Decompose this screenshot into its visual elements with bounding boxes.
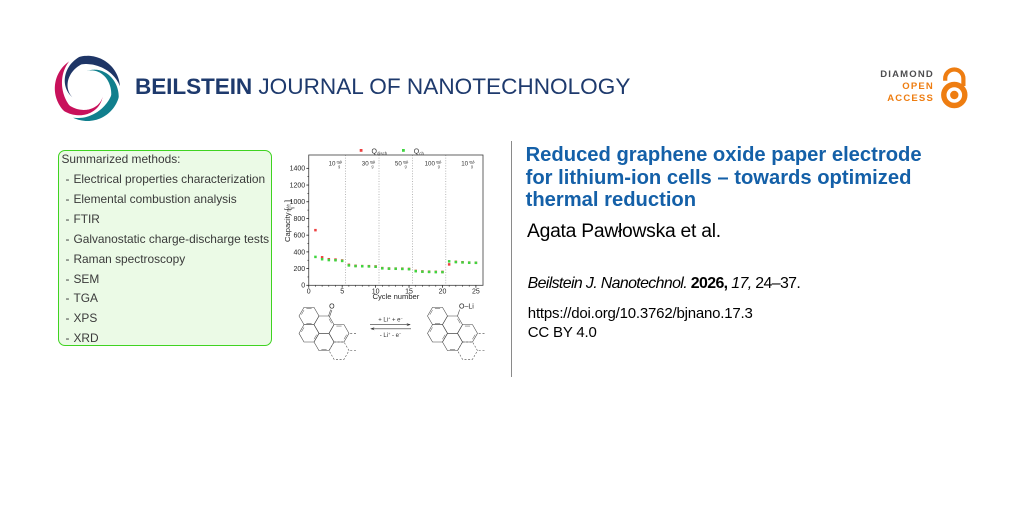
svg-text:600: 600 <box>293 233 305 240</box>
svg-text:10: 10 <box>372 289 380 296</box>
svg-text:Qch: Qch <box>414 148 425 155</box>
svg-text:mA: mA <box>370 160 376 164</box>
svg-text:1000: 1000 <box>290 199 306 206</box>
svg-text:- Li+ - e−: - Li+ - e− <box>380 332 402 339</box>
svg-text:50: 50 <box>395 161 402 168</box>
svg-text:mA: mA <box>337 160 343 164</box>
svg-text:O–Li: O–Li <box>459 304 474 311</box>
svg-text:100: 100 <box>425 161 436 168</box>
svg-text:O: O <box>329 304 335 311</box>
svg-text:g: g <box>471 164 473 168</box>
svg-text:mA: mA <box>469 160 475 164</box>
svg-text:30: 30 <box>362 161 369 168</box>
svg-text:mA: mA <box>403 160 409 164</box>
svg-text:g: g <box>290 207 294 209</box>
svg-text:Qdisch: Qdisch <box>372 148 388 155</box>
svg-text:800: 800 <box>293 216 305 223</box>
svg-text:g: g <box>438 164 440 168</box>
svg-text:0: 0 <box>307 289 311 296</box>
svg-text:1200: 1200 <box>290 182 306 189</box>
svg-text:mAh: mAh <box>286 204 290 211</box>
svg-text:10: 10 <box>461 161 468 168</box>
svg-text:200: 200 <box>293 266 305 273</box>
svg-text:15: 15 <box>405 289 413 296</box>
svg-text:25: 25 <box>472 289 480 296</box>
svg-text:Cycle number: Cycle number <box>372 292 419 301</box>
svg-text:mA: mA <box>436 160 442 164</box>
svg-text:5: 5 <box>340 289 344 296</box>
svg-text:g: g <box>338 164 340 168</box>
svg-text:1400: 1400 <box>290 166 306 173</box>
svg-text:20: 20 <box>439 289 447 296</box>
svg-text:g: g <box>405 164 407 168</box>
svg-text:10: 10 <box>329 161 336 168</box>
svg-text:g: g <box>372 164 374 168</box>
svg-text:400: 400 <box>293 249 305 256</box>
svg-text:+ Li+ + e−: + Li+ + e− <box>378 317 403 324</box>
svg-text:Capacity [ ]: Capacity [ ] <box>283 200 292 242</box>
svg-text:0: 0 <box>301 283 305 290</box>
